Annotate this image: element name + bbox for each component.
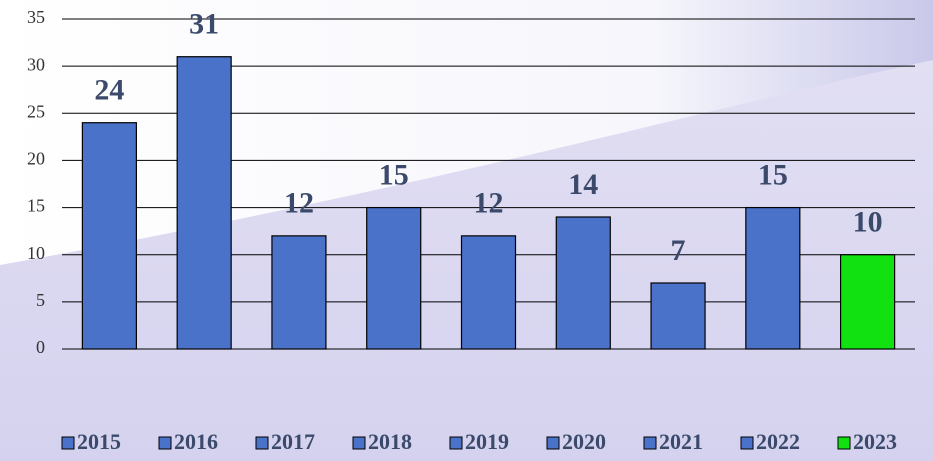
legend-label: 2023 xyxy=(853,429,897,454)
legend-swatch xyxy=(740,436,754,450)
value-label: 24 xyxy=(94,74,124,107)
value-label: 12 xyxy=(284,187,314,220)
value-label: 12 xyxy=(474,187,504,220)
y-tick-label: 35 xyxy=(27,7,45,27)
bar xyxy=(176,56,232,350)
bar xyxy=(745,206,801,350)
legend-label: 2020 xyxy=(562,429,606,454)
bar xyxy=(460,235,517,350)
bar xyxy=(271,235,327,350)
y-tick-label: 10 xyxy=(27,243,45,263)
bar xyxy=(650,282,706,350)
y-tick-label: 5 xyxy=(36,290,45,310)
value-label: 10 xyxy=(853,206,883,239)
y-tick-label: 20 xyxy=(27,149,45,169)
y-tick-label: 15 xyxy=(27,196,45,216)
legend-swatch xyxy=(643,436,657,450)
legend-swatch xyxy=(61,436,75,450)
value-label: 31 xyxy=(189,8,219,41)
legend-label: 2019 xyxy=(465,429,509,454)
y-tick-label: 25 xyxy=(27,101,45,121)
legend-swatch xyxy=(546,436,560,450)
bar xyxy=(840,254,896,350)
value-label: 7 xyxy=(671,234,686,267)
legend-label: 2021 xyxy=(659,429,703,454)
value-label: 15 xyxy=(379,158,409,191)
y-tick-label: 30 xyxy=(27,54,45,74)
legend-label: 2022 xyxy=(756,429,800,454)
legend-swatch xyxy=(837,436,851,450)
y-tick-label: 0 xyxy=(36,337,45,357)
legend-swatch xyxy=(255,436,269,450)
legend-swatch xyxy=(352,436,366,450)
bar xyxy=(81,122,137,350)
legend-label: 2017 xyxy=(271,429,315,454)
legend-swatch xyxy=(158,436,172,450)
bar xyxy=(555,216,611,350)
legend-swatch xyxy=(449,436,463,450)
value-label: 15 xyxy=(758,158,788,191)
legend-label: 2016 xyxy=(174,429,218,454)
legend-label: 2015 xyxy=(77,429,121,454)
legend-label: 2018 xyxy=(368,429,412,454)
value-label: 14 xyxy=(568,168,598,201)
bar xyxy=(366,206,422,350)
